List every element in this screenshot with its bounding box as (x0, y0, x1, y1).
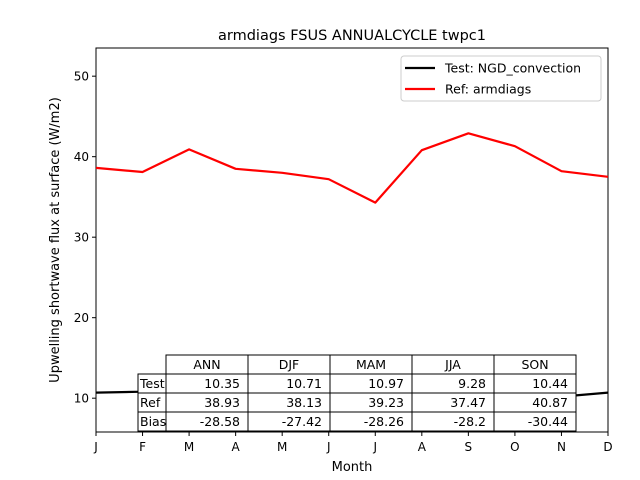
legend-label: Test: NGD_convection (444, 61, 581, 76)
x-tick-label: M (277, 440, 287, 454)
table-column-header: DJF (279, 357, 300, 372)
table-cell-value: -27.42 (282, 414, 322, 429)
y-axis-label: Upwelling shortwave flux at surface (W/m… (48, 97, 63, 383)
chart-title: armdiags FSUS ANNUALCYCLE twpc1 (218, 28, 486, 44)
table-cell-value: -28.58 (200, 414, 240, 429)
x-tick-label: O (510, 440, 519, 454)
table-row-label: Test (139, 376, 165, 391)
table-column-header: MAM (356, 357, 386, 372)
stats-table: ANN DJF MAM JJA SON Test 10.35 10.71 10.97 9.28 10… (137, 354, 577, 432)
table-cell-value: -28.2 (454, 414, 486, 429)
x-tick-label: A (232, 440, 241, 454)
table-cell (493, 411, 577, 432)
table-row-label: Ref (140, 395, 161, 410)
x-tick-label: A (418, 440, 427, 454)
x-tick-label: M (184, 440, 194, 454)
x-axis-label: Month (332, 460, 373, 475)
table-cell-value: 10.97 (368, 376, 404, 391)
y-tick-label: 10 (74, 392, 89, 406)
table-cell-value: 10.71 (286, 376, 322, 391)
y-tick-label: 50 (74, 70, 89, 84)
table-cell-value: 39.23 (368, 395, 404, 410)
legend-label: Ref: armdiags (445, 82, 531, 97)
series-line-1 (95, 132, 609, 204)
table-cell-value: 38.13 (286, 395, 322, 410)
table-cell-value: 37.47 (450, 395, 486, 410)
table-cell-value: -30.44 (528, 414, 568, 429)
table-cell-value: 40.87 (532, 395, 568, 410)
table-column-header: SON (521, 357, 548, 372)
table-column-header: JJA (444, 357, 461, 372)
y-tick-label: 20 (74, 311, 89, 325)
table-cell-value: 10.35 (204, 376, 240, 391)
table-cell-value: 9.28 (458, 376, 486, 391)
x-tick-label: J (326, 440, 331, 454)
table-column-header: ANN (193, 357, 220, 372)
y-tick-label: 30 (74, 231, 89, 245)
table-cell-value: 10.44 (532, 376, 568, 391)
y-axis: 10 20 30 40 50 (74, 70, 96, 406)
table-cell-value: -28.26 (364, 414, 404, 429)
legend-box (400, 55, 602, 102)
table-row-label: Bias (140, 414, 166, 429)
y-tick-label: 40 (74, 150, 89, 164)
x-tick-label: J (372, 440, 377, 454)
x-tick-label: J (93, 440, 98, 454)
x-tick-label: S (465, 440, 473, 454)
x-tick-label: D (603, 440, 612, 454)
legend: Test: NGD_convection Ref: armdiags (400, 55, 602, 102)
table-cell-value: 38.93 (204, 395, 240, 410)
x-tick-label: N (557, 440, 566, 454)
x-tick-label: F (139, 440, 146, 454)
